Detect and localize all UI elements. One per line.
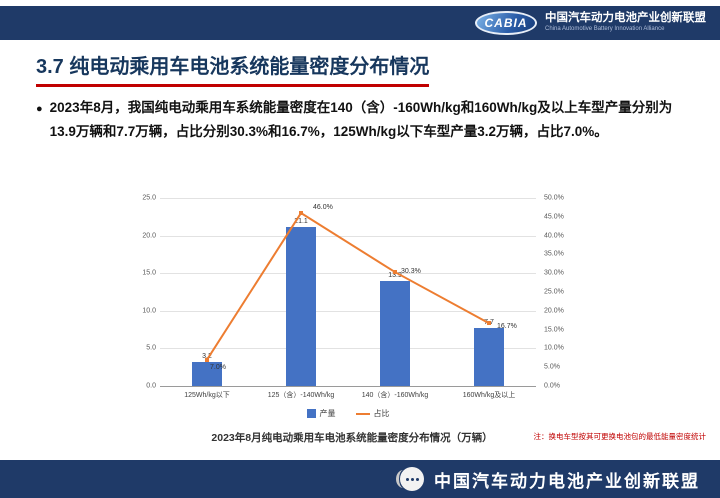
footer-logo-icon xyxy=(396,467,424,491)
cabia-logo-icon: CABIA xyxy=(475,11,537,35)
line-marker xyxy=(205,357,209,362)
legend-bar-label: 产量 xyxy=(319,409,336,418)
right-axis-ticks: 50.0% 45.0% 40.0% 35.0% 30.0% 25.0% 20.0% 15.0%… xyxy=(540,194,576,390)
line-data-label: 16.7% xyxy=(497,323,517,331)
bullet-text: 2023年8月，我国纯电动乘用车系统能量密度在140（含）-160Wh/kg和1… xyxy=(49,100,673,140)
right-tick-label: 30.0% xyxy=(544,269,564,277)
left-tick-label: 15.0 xyxy=(142,269,156,277)
caption-row: 2023年8月纯电动乘用车电池系统能量密度分布情况（万辆） xyxy=(128,428,576,446)
page-title: 3.7 纯电动乘用车电池系统能量密度分布情况 xyxy=(36,50,430,87)
bar-data-label: 3.2 xyxy=(202,352,212,360)
right-tick-label: 15.0% xyxy=(544,326,564,334)
plot-area: 3.221.113.97.77.0%46.0%30.3%16.7% xyxy=(160,198,536,387)
line-marker xyxy=(299,211,303,216)
gridline xyxy=(160,310,536,312)
bar-data-label: 13.9 xyxy=(388,272,402,280)
legend-line-swatch xyxy=(355,412,370,415)
chart-legend: 产量 占比 xyxy=(160,408,536,419)
gridline xyxy=(160,198,536,199)
right-tick-label: 40.0% xyxy=(544,232,564,240)
line-marker xyxy=(393,270,397,275)
gridline xyxy=(160,273,536,275)
category-label: 125（含）-140Wh/kg xyxy=(267,392,335,399)
category-label: 125Wh/kg以下 xyxy=(184,392,230,399)
right-tick-label: 5.0% xyxy=(544,363,560,371)
line-data-label: 30.3% xyxy=(401,268,421,276)
line-marker xyxy=(487,321,491,326)
right-tick-label: 10.0% xyxy=(544,344,564,352)
left-axis-ticks: 25.0 20.0 15.0 10.0 5.0 0.0 xyxy=(128,194,156,390)
right-tick-label: 20.0% xyxy=(544,307,564,315)
left-tick-label: 20.0 xyxy=(142,232,156,240)
bullet-paragraph: ● 2023年8月，我国纯电动乘用车系统能量密度在140（含）-160Wh/kg… xyxy=(36,96,692,145)
trend-line xyxy=(160,198,536,386)
left-tick-label: 5.0 xyxy=(146,344,156,352)
bar xyxy=(286,227,316,386)
line-data-label: 46.0% xyxy=(313,204,333,212)
left-tick-label: 0.0 xyxy=(146,382,156,390)
bar-data-label: 21.1 xyxy=(294,218,308,226)
gridline xyxy=(160,348,536,350)
left-tick-label: 25.0 xyxy=(142,194,156,202)
header-org: 中国汽车动力电池产业创新联盟 China Automotive Battery … xyxy=(545,12,706,34)
category-label: 140（含）-160Wh/kg xyxy=(361,392,429,399)
right-tick-label: 45.0% xyxy=(544,213,564,221)
line-data-label: 7.0% xyxy=(210,363,226,371)
header-org-cn: 中国汽车动力电池产业创新联盟 xyxy=(545,12,706,25)
footer-content: 中国汽车动力电池产业创新联盟 xyxy=(396,467,700,492)
bar xyxy=(380,281,410,386)
header-org-en: China Automotive Battery Innovation Alli… xyxy=(545,26,665,32)
chart-caption: 2023年8月纯电动乘用车电池系统能量密度分布情况（万辆） xyxy=(211,432,493,444)
chart-note: 注：换电车型按其可更换电池包的最低能量密度统计 xyxy=(533,432,707,441)
right-tick-label: 0.0% xyxy=(544,382,560,390)
footer-bar: 中国汽车动力电池产业创新联盟 xyxy=(0,460,720,498)
category-labels: 125Wh/kg以下 125（含）-140Wh/kg 140（含）-160Wh/kg… xyxy=(160,390,536,402)
bar xyxy=(474,328,504,386)
legend-line-label: 占比 xyxy=(373,409,390,418)
legend-bar-swatch xyxy=(306,409,316,418)
cabia-logo-text: CABIA xyxy=(484,16,528,30)
legend-item-share: 占比 xyxy=(355,408,390,419)
bar xyxy=(192,361,222,386)
legend-item-production: 产量 xyxy=(306,408,336,419)
right-tick-label: 50.0% xyxy=(544,194,564,202)
right-tick-label: 35.0% xyxy=(544,250,564,258)
left-tick-label: 10.0 xyxy=(142,307,156,315)
footer-org-name: 中国汽车动力电池产业创新联盟 xyxy=(434,471,700,491)
category-label: 160Wh/kg及以上 xyxy=(462,392,516,399)
bullet-icon: ● xyxy=(36,103,43,115)
gridline xyxy=(160,386,536,387)
right-tick-label: 25.0% xyxy=(544,288,564,296)
header-bar: CABIA 中国汽车动力电池产业创新联盟 China Automotive Ba… xyxy=(0,6,720,40)
gridline xyxy=(160,235,536,237)
chart: 25.020.015.010.05.00.0 3.221.113.97.77.0… xyxy=(128,192,576,424)
header-logo-group: CABIA 中国汽车动力电池产业创新联盟 China Automotive Ba… xyxy=(475,11,706,35)
